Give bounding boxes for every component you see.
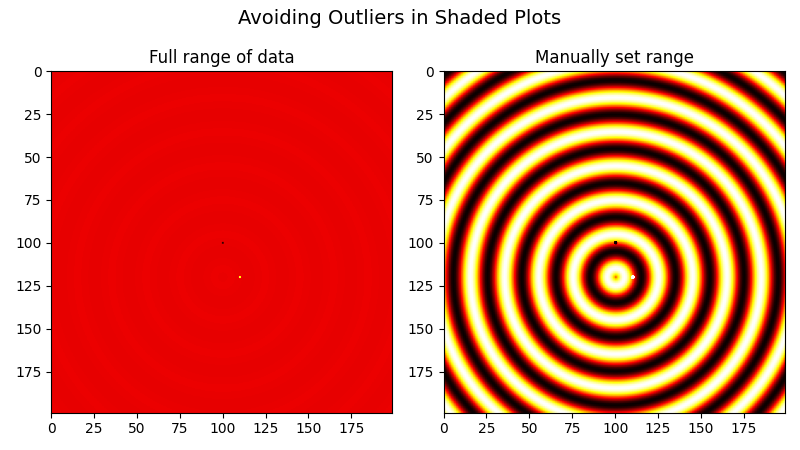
Title: Full range of data: Full range of data (149, 49, 294, 67)
Title: Manually set range: Manually set range (534, 49, 694, 67)
Text: Avoiding Outliers in Shaded Plots: Avoiding Outliers in Shaded Plots (238, 9, 562, 28)
